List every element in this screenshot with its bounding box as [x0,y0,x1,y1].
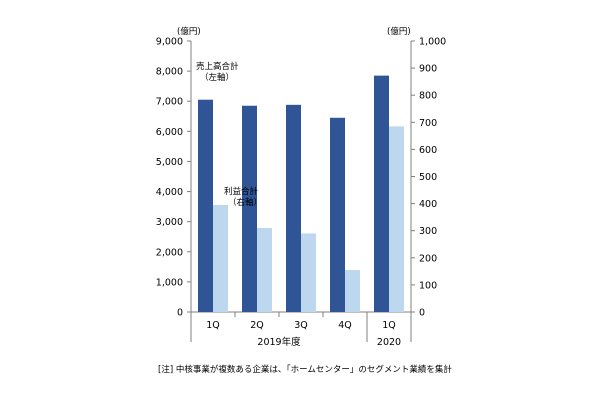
bar-sales-0 [198,99,213,312]
series-label-line: （左軸） [200,72,234,83]
series-label-line: （右軸） [228,197,262,208]
x-tick-label: 4Q [338,320,352,331]
bars [198,75,404,313]
x-group-label: 2019年度 [257,336,301,348]
bar-profit-4 [389,126,404,313]
right-y-tick-label: 900 [419,64,437,75]
right-y-tick-label: 500 [419,172,437,183]
series-label-sales: 売上高合計（左軸） [196,61,239,83]
x-tick-label: 1Q [206,320,220,331]
right-y-tick-label: 100 [419,280,437,291]
x-tick-label: 2Q [250,320,264,331]
bar-sales-1 [242,105,257,312]
left-y-tick-label: 0 [177,308,183,319]
series-label-profit: 利益合計（右軸） [224,186,262,208]
right-axis-unit: (億円) [387,26,411,37]
left-y-tick-label: 1,000 [156,277,183,288]
bar-profit-2 [301,233,316,312]
bar-profit-1 [257,227,272,312]
bar-sales-4 [374,75,389,312]
footnote: [注] 中核事業が複数ある企業は、「ホームセンター」のセグメント業績を集計 [158,364,452,375]
right-y-tick-label: 1,000 [419,37,446,48]
left-y-tick-label: 6,000 [156,127,183,138]
x-tick-label: 3Q [294,320,308,331]
labels: (億円) (億円) 1Q 2Q 3Q 4Q 1Q 2019年度 2020 売上高合計（左軸） 利益合… [177,26,411,348]
right-y-tick-label: 600 [419,145,437,156]
right-y-tick-label: 200 [419,253,437,264]
right-y-tick-label: 300 [419,226,437,237]
axes: 0 1,000 2,000 3,000 4,000 5,000 6,000 7,000 8,00… [156,37,446,342]
bar-profit-3 [345,269,360,312]
right-y-tick-label: 800 [419,91,437,102]
left-axis-unit: (億円) [177,26,201,37]
series-label-line: 売上高合計 [196,61,239,72]
bar-sales-3 [330,117,345,313]
left-y-tick-label: 5,000 [156,157,183,168]
left-y-tick-label: 4,000 [156,187,183,198]
left-y-tick-label: 8,000 [156,67,183,78]
right-y-tick-label: 700 [419,118,437,129]
right-y-tick-label: 0 [419,308,425,319]
series-label-line: 利益合計 [224,186,259,197]
left-y-tick-label: 9,000 [156,37,183,48]
left-y-tick-label: 3,000 [156,217,183,228]
bar-sales-2 [286,104,301,312]
left-y-tick-label: 7,000 [156,97,183,108]
right-y-tick-label: 400 [419,199,437,210]
bar-profit-0 [213,204,228,312]
x-tick-label: 1Q [382,320,396,331]
x-group-label: 2020 [377,337,401,348]
left-y-tick-label: 2,000 [156,247,183,258]
